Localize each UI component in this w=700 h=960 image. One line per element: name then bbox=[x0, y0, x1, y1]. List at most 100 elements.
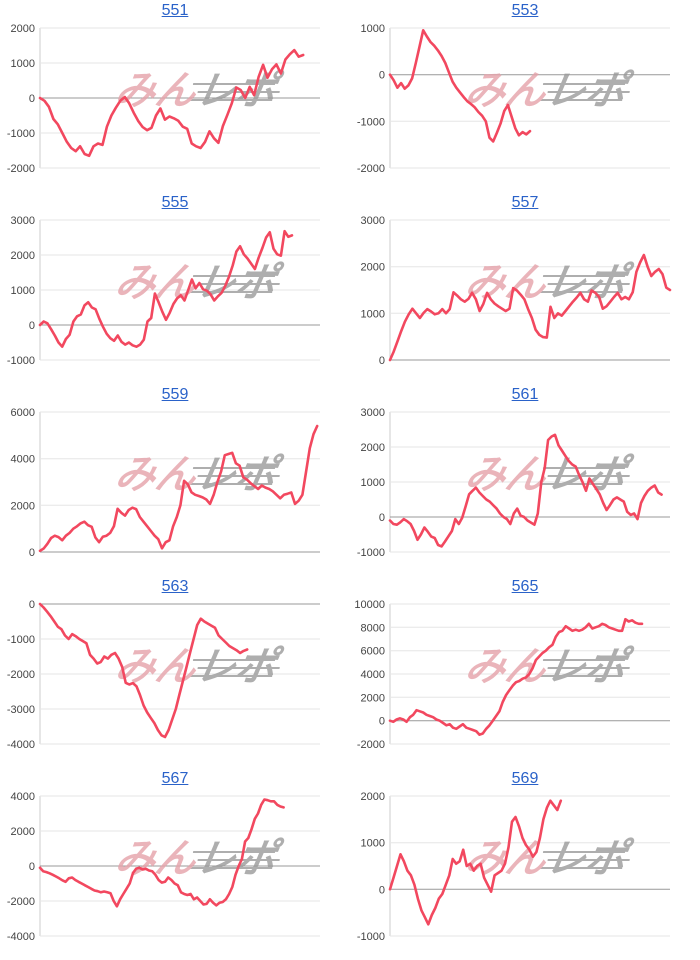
y-tick-label: 0 bbox=[379, 512, 385, 524]
chart-cell-557: 557 3000 2000 1000 0 みんレポ bbox=[350, 192, 700, 384]
y-tick-label: -4000 bbox=[7, 931, 35, 943]
y-tick-label: 1000 bbox=[361, 23, 385, 35]
chart-cell-559: 559 6000 4000 2000 0 みんレポ bbox=[0, 384, 350, 576]
series-line bbox=[38, 424, 319, 553]
line-chart-canvas: 2000 1000 0 -1000 みんレポ bbox=[357, 791, 670, 943]
chart-title: 553 bbox=[350, 0, 700, 22]
series-line bbox=[388, 617, 644, 736]
chart-title-link-557[interactable]: 557 bbox=[511, 194, 539, 211]
y-tick-label: 0 bbox=[29, 599, 35, 611]
watermark-text: みんレポ bbox=[462, 68, 635, 113]
watermark-text: みんレポ bbox=[112, 452, 285, 497]
series-line bbox=[38, 798, 285, 908]
line-chart-canvas: 10000 8000 6000 4000 2000 0 -2000 みんレポ bbox=[354, 599, 670, 751]
chart-title-link-561[interactable]: 561 bbox=[511, 386, 539, 403]
chart-title-link-555[interactable]: 555 bbox=[161, 194, 189, 211]
watermark-pink-text: みん bbox=[112, 836, 202, 881]
line-chart-canvas: 2000 1000 0 -1000 -2000 みんレポ bbox=[7, 23, 320, 175]
series-line bbox=[38, 229, 294, 348]
chart-cell-565: 565 10000 8000 6000 4000 2000 0 -2000 みんレポ bbox=[350, 576, 700, 768]
chart-cell-561: 561 3000 2000 1000 0 -1000 みんレポ bbox=[350, 384, 700, 576]
y-tick-label: 6000 bbox=[11, 407, 35, 419]
series-line bbox=[388, 799, 563, 926]
y-tick-label: 2000 bbox=[11, 500, 35, 512]
chart-plot: 4000 2000 0 -2000 -4000 みんレポ bbox=[0, 790, 350, 960]
watermark-gray-text: レポ bbox=[192, 260, 286, 305]
watermark-pink-text: みん bbox=[112, 68, 202, 113]
y-tick-label: -2000 bbox=[357, 739, 385, 751]
chart-title: 551 bbox=[0, 0, 350, 22]
watermark-gray-text: レポ bbox=[192, 68, 286, 113]
y-tick-label: -1000 bbox=[357, 116, 385, 128]
line-chart-canvas: 1000 0 -1000 -2000 みんレポ bbox=[357, 23, 670, 175]
chart-title: 561 bbox=[350, 384, 700, 406]
watermark-text: みんレポ bbox=[462, 260, 635, 305]
watermark-minrepo: みんレポ bbox=[112, 68, 285, 113]
chart-plot: 6000 4000 2000 0 みんレポ bbox=[0, 406, 350, 576]
watermark-minrepo: みんレポ bbox=[462, 68, 635, 113]
watermark-gray-text: レポ bbox=[542, 836, 636, 881]
y-tick-label: 0 bbox=[29, 93, 35, 105]
series-line bbox=[38, 48, 305, 158]
watermark-text: みんレポ bbox=[462, 644, 635, 689]
chart-plot: 2000 1000 0 -1000 みんレポ bbox=[350, 790, 700, 960]
watermark-minrepo: みんレポ bbox=[112, 836, 285, 881]
y-tick-label: 4000 bbox=[361, 669, 385, 681]
y-tick-label: 2000 bbox=[11, 826, 35, 838]
y-tick-label: 0 bbox=[29, 861, 35, 873]
watermark-gray-text: レポ bbox=[542, 68, 636, 113]
chart-title: 565 bbox=[350, 576, 700, 598]
chart-cell-555: 555 3000 2000 1000 0 -1000 みんレポ bbox=[0, 192, 350, 384]
chart-cell-563: 563 0 -1000 -2000 -3000 -4000 みんレポ bbox=[0, 576, 350, 768]
y-tick-label: 1000 bbox=[11, 285, 35, 297]
chart-plot: 3000 2000 1000 0 -1000 みんレポ bbox=[350, 406, 700, 576]
y-tick-label: -2000 bbox=[7, 896, 35, 908]
watermark-gray-text: レポ bbox=[542, 452, 636, 497]
y-tick-label: -1000 bbox=[357, 931, 385, 943]
y-tick-label: -1000 bbox=[7, 355, 35, 367]
y-tick-label: 2000 bbox=[11, 23, 35, 35]
chart-title: 557 bbox=[350, 192, 700, 214]
watermark-minrepo: みんレポ bbox=[462, 260, 635, 305]
watermark-minrepo: みんレポ bbox=[462, 452, 635, 497]
y-tick-label: 2000 bbox=[361, 442, 385, 454]
watermark-text: みんレポ bbox=[112, 68, 285, 113]
watermark-minrepo: みんレポ bbox=[462, 644, 635, 689]
y-tick-label: 10000 bbox=[354, 599, 385, 611]
watermark-pink-text: みん bbox=[112, 452, 202, 497]
line-chart-canvas: 6000 4000 2000 0 みんレポ bbox=[11, 407, 320, 559]
watermark-minrepo: みんレポ bbox=[462, 836, 635, 881]
watermark-text: みんレポ bbox=[112, 836, 285, 881]
y-tick-label: 3000 bbox=[361, 407, 385, 419]
chart-title: 563 bbox=[0, 576, 350, 598]
line-chart-canvas: 0 -1000 -2000 -3000 -4000 みんレポ bbox=[7, 599, 320, 751]
chart-cell-569: 569 2000 1000 0 -1000 みんレポ bbox=[350, 768, 700, 960]
y-tick-label: 2000 bbox=[11, 250, 35, 262]
chart-title-link-563[interactable]: 563 bbox=[161, 578, 189, 595]
line-chart-canvas: 4000 2000 0 -2000 -4000 みんレポ bbox=[7, 791, 320, 943]
y-tick-label: 0 bbox=[379, 355, 385, 367]
y-tick-label: 1000 bbox=[11, 58, 35, 70]
y-tick-label: -1000 bbox=[7, 128, 35, 140]
watermark-gray-text: レポ bbox=[542, 644, 636, 689]
y-tick-label: 4000 bbox=[11, 454, 35, 466]
chart-title-link-553[interactable]: 553 bbox=[511, 2, 539, 19]
chart-title-link-567[interactable]: 567 bbox=[161, 770, 189, 787]
chart-title: 559 bbox=[0, 384, 350, 406]
y-tick-label: 2000 bbox=[361, 692, 385, 704]
y-tick-label: 8000 bbox=[361, 622, 385, 634]
chart-plot: 3000 2000 1000 0 みんレポ bbox=[350, 214, 700, 384]
chart-title-link-559[interactable]: 559 bbox=[161, 386, 189, 403]
y-tick-label: 3000 bbox=[361, 215, 385, 227]
y-tick-label: 2000 bbox=[361, 791, 385, 803]
watermark-pink-text: みん bbox=[462, 452, 552, 497]
watermark-gray-text: レポ bbox=[192, 836, 286, 881]
y-tick-label: -4000 bbox=[7, 739, 35, 751]
chart-title-link-551[interactable]: 551 bbox=[161, 2, 189, 19]
chart-title-link-569[interactable]: 569 bbox=[511, 770, 539, 787]
chart-title-link-565[interactable]: 565 bbox=[511, 578, 539, 595]
y-tick-label: 4000 bbox=[11, 791, 35, 803]
chart-plot: 0 -1000 -2000 -3000 -4000 みんレポ bbox=[0, 598, 350, 768]
